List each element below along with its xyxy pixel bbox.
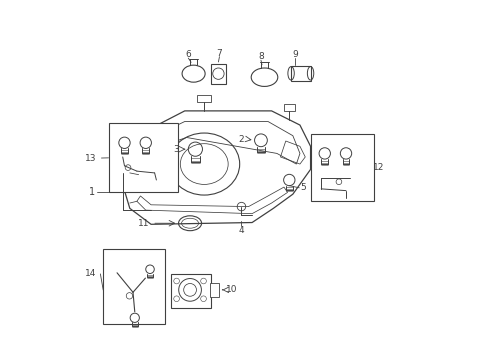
Text: 13: 13	[85, 153, 97, 162]
Text: 14: 14	[85, 269, 97, 278]
Bar	[109, 123, 178, 192]
Text: 6: 6	[185, 50, 191, 59]
Text: 7: 7	[217, 49, 222, 58]
Text: 9: 9	[292, 50, 298, 59]
Text: 1: 1	[89, 188, 95, 197]
Bar	[210, 283, 220, 297]
Bar	[103, 249, 165, 324]
Text: 3: 3	[173, 145, 179, 154]
Text: 12: 12	[373, 163, 385, 172]
Text: 10: 10	[225, 285, 237, 294]
Bar	[211, 64, 226, 84]
Bar	[311, 134, 374, 201]
Text: 8: 8	[258, 52, 264, 61]
Bar	[291, 66, 311, 81]
Bar	[197, 95, 211, 102]
Text: 2: 2	[239, 135, 245, 144]
Bar	[284, 104, 294, 111]
Text: 4: 4	[239, 226, 245, 235]
Text: 5: 5	[300, 183, 306, 192]
Text: 11: 11	[138, 219, 150, 228]
Bar	[171, 274, 211, 307]
